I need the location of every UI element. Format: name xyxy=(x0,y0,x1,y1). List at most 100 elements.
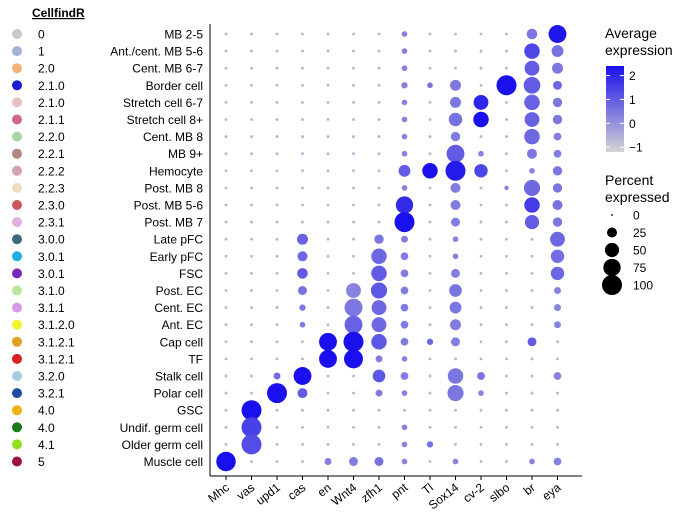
dot xyxy=(275,289,279,292)
dot xyxy=(301,49,304,53)
dot xyxy=(250,254,253,258)
dot xyxy=(301,152,304,156)
dot xyxy=(445,160,466,181)
dot xyxy=(377,118,381,121)
dot xyxy=(524,60,540,76)
dot xyxy=(452,253,459,260)
cluster-id: 2.3.1 xyxy=(38,216,65,230)
dot xyxy=(527,337,537,347)
dot xyxy=(505,391,508,395)
dot xyxy=(474,164,488,178)
dot xyxy=(326,186,330,190)
dot xyxy=(505,271,508,275)
dot xyxy=(395,196,414,214)
dot xyxy=(452,458,459,465)
dot xyxy=(450,182,461,193)
dot xyxy=(454,49,457,53)
dot xyxy=(352,83,355,87)
cluster-id: 3.0.0 xyxy=(38,233,65,247)
y-tick-label: Ant./cent. MB 5-6 xyxy=(110,45,203,59)
dot xyxy=(505,323,508,327)
dot xyxy=(371,334,387,350)
dot xyxy=(275,83,279,87)
dot xyxy=(224,425,228,429)
cluster-id: 3.1.2.1 xyxy=(38,335,75,349)
cluster-id: 2.2.0 xyxy=(38,130,65,144)
dot xyxy=(400,252,409,261)
dot xyxy=(450,319,461,331)
dot xyxy=(326,391,330,395)
y-tick-label: Cent. EC xyxy=(154,301,203,315)
x-tick-label: Sox14 xyxy=(426,480,462,512)
dot xyxy=(530,442,534,446)
dot xyxy=(554,304,561,312)
size-legend-dot xyxy=(603,258,621,277)
dot xyxy=(524,112,540,127)
dot xyxy=(428,357,432,361)
cluster-id: 4.1 xyxy=(38,438,55,452)
dot xyxy=(275,66,279,70)
dot xyxy=(450,200,461,210)
y-tick-label: Stretch cell 8+ xyxy=(127,113,203,127)
dot-marks xyxy=(216,25,567,472)
cluster-id: 3.0.1 xyxy=(38,250,65,264)
dot xyxy=(224,66,228,70)
dot xyxy=(352,408,355,412)
size-tick-label: 100 xyxy=(633,279,653,293)
dot xyxy=(505,442,508,446)
y-tick-label: Early pFC xyxy=(150,250,204,264)
dot xyxy=(428,66,432,70)
dot xyxy=(552,200,563,210)
dot xyxy=(523,179,541,196)
dot xyxy=(550,249,565,264)
dot xyxy=(301,425,304,429)
dot xyxy=(377,169,381,173)
dot xyxy=(224,237,228,241)
dot xyxy=(554,321,561,329)
dot xyxy=(553,80,562,90)
dot xyxy=(352,118,355,121)
dot xyxy=(275,135,279,139)
cluster-swatch xyxy=(12,217,22,228)
dot xyxy=(275,460,279,463)
dot xyxy=(401,424,408,431)
size-legend-dot xyxy=(604,242,620,258)
y-tick-label: Border cell xyxy=(146,79,203,93)
cluster-swatch xyxy=(12,234,22,245)
dot xyxy=(496,75,517,96)
y-tick-label: Post. MB 5-6 xyxy=(134,199,204,213)
dot xyxy=(301,203,304,207)
dot xyxy=(524,215,540,230)
dot xyxy=(552,97,563,108)
dot xyxy=(428,100,432,104)
cluster-id: 2.1.0 xyxy=(38,96,65,110)
dot xyxy=(326,237,330,241)
color-legend-title-line2: expression xyxy=(605,42,673,58)
dot xyxy=(297,268,308,279)
dot xyxy=(450,96,461,108)
cluster-swatch xyxy=(12,353,22,364)
dot xyxy=(250,306,253,310)
dot xyxy=(371,248,387,265)
dot xyxy=(352,186,355,190)
dot xyxy=(344,315,363,334)
cluster-swatch xyxy=(12,388,22,399)
dot xyxy=(428,49,432,53)
size-legend-dot xyxy=(611,214,613,216)
dot xyxy=(352,169,355,173)
dot xyxy=(250,220,253,224)
dot xyxy=(352,135,355,139)
dot xyxy=(250,186,253,190)
dot xyxy=(326,289,330,292)
size-legend-title-line2: expressed xyxy=(605,189,670,205)
dot xyxy=(275,203,279,207)
dot xyxy=(250,100,253,104)
dot xyxy=(250,49,253,53)
dot xyxy=(250,391,253,395)
cluster-id: 2.2.3 xyxy=(38,181,65,195)
cluster-id: 1 xyxy=(38,45,45,59)
cluster-swatch xyxy=(12,319,22,330)
dot xyxy=(428,289,432,292)
cluster-swatch xyxy=(12,46,22,57)
dot xyxy=(530,323,534,327)
